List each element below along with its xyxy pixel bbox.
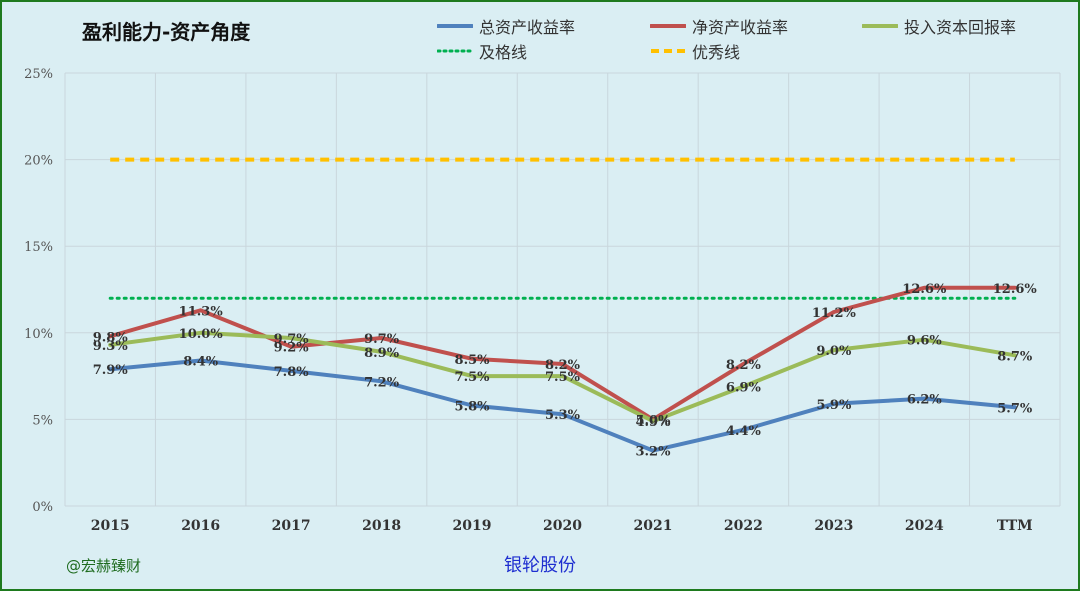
legend-dotted-line-icon bbox=[437, 49, 473, 53]
data-label: 11.2% bbox=[812, 306, 857, 321]
data-label: 4.4% bbox=[726, 424, 762, 439]
data-label: 3.2% bbox=[635, 445, 671, 460]
data-label: 5.7% bbox=[997, 401, 1033, 416]
data-label: 12.6% bbox=[993, 282, 1038, 297]
x-tick-label: 2015 bbox=[91, 518, 130, 534]
data-label: 7.8% bbox=[274, 365, 310, 380]
legend-label: 投入资本回报率 bbox=[904, 18, 1017, 37]
data-label: 5.8% bbox=[455, 400, 491, 415]
legend-label: 优秀线 bbox=[692, 43, 741, 62]
data-label: 7.5% bbox=[455, 370, 491, 385]
x-tick-label: TTM bbox=[997, 518, 1033, 534]
x-tick-label: 2024 bbox=[905, 518, 944, 534]
data-label: 10.0% bbox=[179, 327, 224, 342]
x-tick-label: 2020 bbox=[543, 518, 582, 534]
y-tick-label: 0% bbox=[32, 500, 53, 515]
data-label: 5.9% bbox=[816, 398, 852, 413]
y-tick-label: 20% bbox=[24, 154, 53, 169]
data-label: 7.5% bbox=[545, 370, 581, 385]
legend-line-icon bbox=[437, 24, 473, 28]
y-tick-label: 25% bbox=[24, 67, 53, 82]
data-label: 11.3% bbox=[179, 304, 224, 319]
x-tick-label: 2021 bbox=[633, 518, 672, 534]
data-label: 9.8% bbox=[93, 330, 129, 345]
x-tick-label: 2017 bbox=[272, 518, 311, 534]
x-tick-label: 2019 bbox=[453, 518, 492, 534]
data-label: 8.7% bbox=[997, 349, 1033, 364]
data-label: 6.9% bbox=[726, 380, 762, 395]
legend-item-roe: 净资产收益率 bbox=[650, 16, 789, 37]
series-line bbox=[108, 330, 1017, 424]
legend-label: 总资产收益率 bbox=[479, 18, 576, 37]
legend-line-icon bbox=[650, 24, 686, 28]
x-tick-label: 2023 bbox=[814, 518, 853, 534]
data-label: 8.5% bbox=[455, 353, 491, 368]
data-label: 9.7% bbox=[274, 332, 310, 347]
company-name: 银轮股份 bbox=[504, 555, 576, 576]
data-label: 8.2% bbox=[726, 358, 762, 373]
series-line bbox=[108, 358, 1017, 453]
legend-item-roa: 总资产收益率 bbox=[437, 16, 576, 37]
chart-title: 盈利能力-资产角度 bbox=[82, 20, 251, 44]
y-tick-label: 15% bbox=[24, 240, 53, 255]
legend-item-pass-line: 及格线 bbox=[437, 41, 528, 62]
data-label: 7.2% bbox=[364, 375, 400, 390]
y-tick-label: 10% bbox=[24, 327, 53, 342]
data-label: 9.2% bbox=[274, 341, 310, 356]
watermark-text: @宏赫臻财 bbox=[66, 557, 142, 575]
legend-item-excellent-line: 优秀线 bbox=[650, 41, 741, 62]
data-label: 4.9% bbox=[635, 415, 671, 430]
plot-area bbox=[65, 73, 1060, 506]
x-tick-label: 2018 bbox=[362, 518, 401, 534]
legend-label: 及格线 bbox=[479, 43, 528, 62]
data-label: 8.2% bbox=[545, 358, 581, 373]
data-label: 9.7% bbox=[364, 332, 400, 347]
legend-dashed-line-icon bbox=[651, 49, 685, 53]
x-tick-label: 2016 bbox=[181, 518, 220, 534]
legend-line-icon bbox=[862, 24, 898, 28]
data-label: 5.0% bbox=[635, 413, 671, 428]
legend-label: 净资产收益率 bbox=[692, 18, 789, 37]
x-tick-label: 2022 bbox=[724, 518, 763, 534]
data-label: 12.6% bbox=[902, 282, 947, 297]
data-label: 9.3% bbox=[93, 339, 129, 354]
data-label: 5.3% bbox=[545, 408, 581, 423]
data-label: 9.6% bbox=[907, 334, 943, 349]
data-label: 6.2% bbox=[907, 393, 943, 408]
y-tick-label: 5% bbox=[32, 413, 53, 428]
data-label: 7.9% bbox=[93, 363, 129, 378]
data-label: 8.9% bbox=[364, 346, 400, 361]
legend-item-roic: 投入资本回报率 bbox=[862, 16, 1017, 37]
data-label: 8.4% bbox=[183, 355, 219, 370]
data-label: 9.0% bbox=[816, 344, 852, 359]
